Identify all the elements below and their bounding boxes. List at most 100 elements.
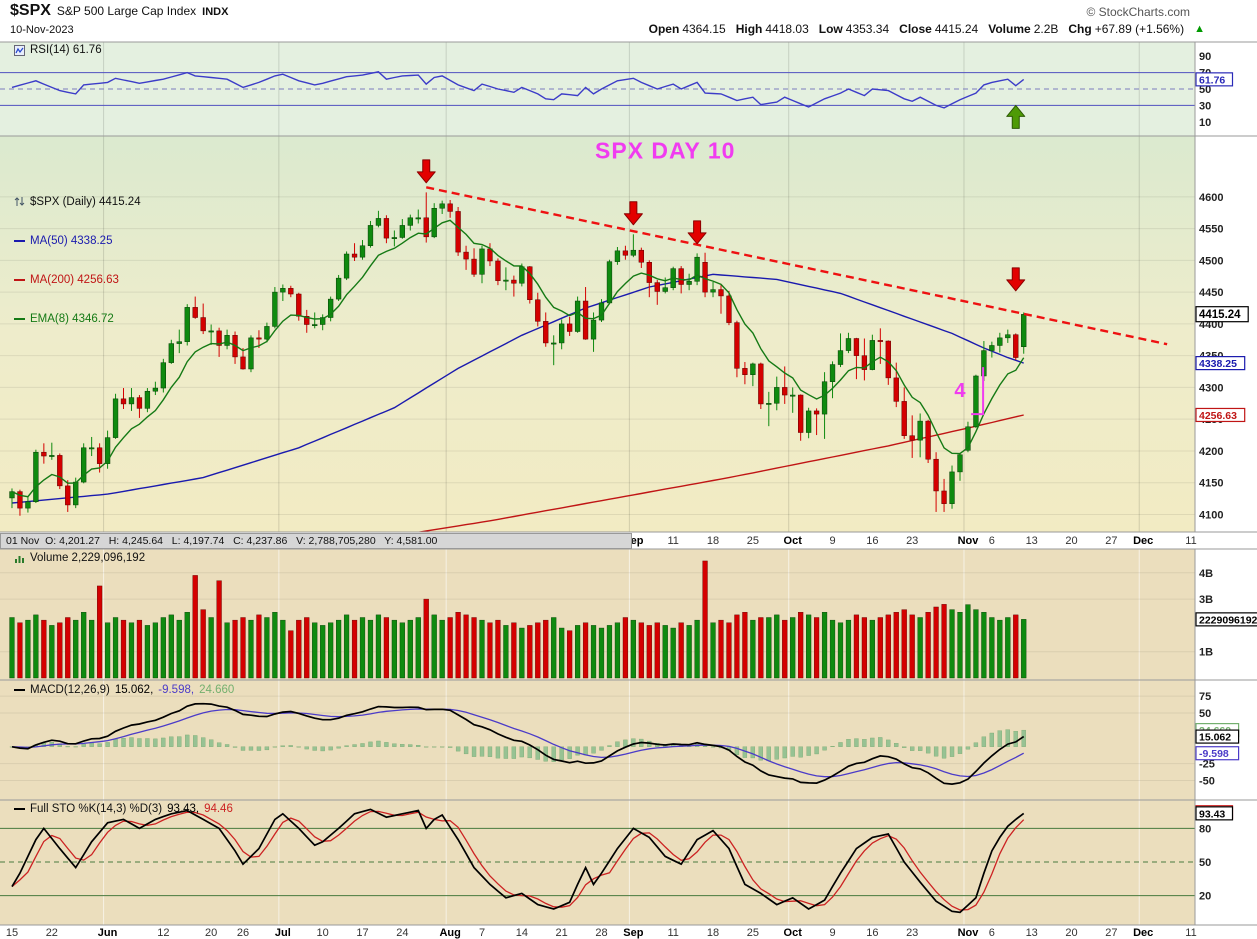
quote-open-value: 4364.15 (682, 22, 726, 36)
svg-text:Jul: Jul (275, 927, 291, 939)
quote-low-value: 4353.34 (845, 22, 890, 36)
svg-text:20: 20 (1065, 535, 1077, 547)
svg-text:4550: 4550 (1199, 224, 1223, 236)
svg-text:Sep: Sep (623, 927, 643, 939)
quote-close-value: 4415.24 (934, 22, 979, 36)
axis-value-badge (1195, 306, 1249, 323)
rsi-legend: RSI(14) 61.76 (14, 44, 102, 56)
price-icon (14, 197, 25, 206)
svg-text:10: 10 (317, 927, 329, 939)
down-arrow-annotation (416, 159, 436, 184)
ma200-line-icon (14, 278, 25, 281)
downtrend-line (425, 186, 1168, 346)
svg-text:27: 27 (1105, 927, 1117, 939)
axis-value-badge (1195, 612, 1257, 627)
panel-dividers (0, 41, 1257, 926)
quote-volume-label: Volume (988, 22, 1031, 36)
sto-label: Full STO %K(14,3) %D(3) (30, 803, 163, 815)
svg-text:Nov: Nov (958, 927, 980, 939)
svg-text:28: 28 (595, 927, 607, 939)
ma50-label: MA(50) 4338.25 (30, 234, 113, 247)
panel-backgrounds (0, 42, 1195, 925)
down-arrow-annotation (1006, 267, 1026, 292)
svg-text:Aug: Aug (439, 927, 460, 939)
svg-text:-9.598: -9.598 (1199, 748, 1229, 760)
macd-value-3: 24.660 (199, 684, 235, 696)
svg-text:11: 11 (667, 535, 678, 547)
svg-text:18: 18 (707, 927, 719, 939)
svg-text:93.43: 93.43 (1199, 808, 1225, 820)
quote-close: Close 4415.24 (899, 22, 978, 36)
svg-text:4200: 4200 (1199, 446, 1223, 458)
ma50-line-icon (14, 239, 25, 242)
svg-text:Dec: Dec (1133, 927, 1153, 939)
count-4-annotation: 4 (954, 380, 966, 402)
svg-text:25: 25 (747, 927, 759, 939)
quote-change: Chg +67.89 (+1.56%) (1068, 22, 1184, 36)
svg-text:25: 25 (747, 535, 759, 547)
svg-text:11: 11 (667, 927, 678, 939)
copyright: © StockCharts.com (1086, 5, 1190, 19)
svg-text:61.76: 61.76 (1199, 74, 1225, 86)
rsi-line (11, 71, 1025, 109)
axis-value-badge (1195, 356, 1246, 371)
svg-text:9: 9 (829, 535, 835, 547)
quote-open-label: Open (648, 22, 680, 36)
candlestick-series (9, 192, 1027, 516)
svg-text:11: 11 (1185, 927, 1196, 939)
svg-text:23: 23 (906, 535, 918, 547)
spx-day-annotation: SPX DAY 10 (595, 138, 735, 164)
down-arrow-annotation (687, 220, 707, 245)
svg-text:80: 80 (1199, 823, 1211, 835)
svg-text:26: 26 (237, 927, 249, 939)
sto-series (11, 808, 1025, 914)
svg-text:20: 20 (1065, 927, 1077, 939)
svg-text:90: 90 (1199, 51, 1211, 63)
svg-text:13: 13 (1026, 535, 1038, 547)
count-4-mark (971, 367, 985, 416)
quote-high: High 4418.03 (736, 22, 809, 36)
svg-text:6: 6 (989, 927, 995, 939)
svg-text:Oct: Oct (784, 535, 803, 547)
quote-change-value: +67.89 (+1.56%) (1094, 22, 1185, 36)
svg-text:4256.63: 4256.63 (1199, 410, 1237, 422)
svg-text:15.062: 15.062 (1199, 732, 1231, 744)
svg-text:4300: 4300 (1199, 382, 1223, 394)
ma200-label: MA(200) 4256.63 (30, 273, 119, 286)
price-legend: $SPX (Daily) 4415.24 MA(50) 4338.25 MA(2… (14, 170, 141, 350)
axis-value-badge (1195, 729, 1240, 744)
quote-volume: Volume 2.2B (988, 22, 1058, 36)
ema8-label: EMA(8) 4346.72 (30, 312, 114, 325)
rsi-label: RSI(14) 61.76 (30, 44, 102, 56)
volume-bars (9, 560, 1027, 679)
svg-text:Oct: Oct (784, 927, 803, 939)
svg-text:4450: 4450 (1199, 287, 1223, 299)
svg-text:30: 30 (1199, 100, 1211, 112)
axis-value-badge (1195, 746, 1240, 761)
svg-text:Dec: Dec (1133, 535, 1153, 547)
svg-text:Nov: Nov (958, 535, 980, 547)
svg-text:7: 7 (479, 927, 485, 939)
title-row: $SPX S&P 500 Large Cap Index INDX © StockC… (10, 2, 1247, 20)
quote-low-label: Low (818, 22, 843, 36)
axis-value-badge (1195, 806, 1234, 821)
month-gridlines (103, 42, 1140, 925)
svg-text:9: 9 (829, 927, 835, 939)
svg-text:16: 16 (866, 535, 878, 547)
ema8-line-icon (14, 317, 25, 320)
h-gridlines (0, 196, 1195, 781)
svg-text:24: 24 (396, 927, 408, 939)
macd-label: MACD(12,26,9) (30, 684, 110, 696)
svg-text:4338.25: 4338.25 (1199, 358, 1237, 370)
symbol-name: S&P 500 Large Cap Index (56, 4, 197, 18)
svg-text:17: 17 (356, 927, 368, 939)
rsi-icon (14, 44, 25, 56)
svg-text:4500: 4500 (1199, 255, 1223, 267)
sto-value-k: 93.43, (167, 803, 200, 815)
quote-volume-value: 2.2B (1033, 22, 1059, 36)
annotations: SPX DAY 10 4 (416, 104, 1168, 416)
quote-change-label: Chg (1068, 22, 1092, 36)
svg-text:15: 15 (6, 927, 18, 939)
svg-text:1B: 1B (1199, 647, 1213, 659)
